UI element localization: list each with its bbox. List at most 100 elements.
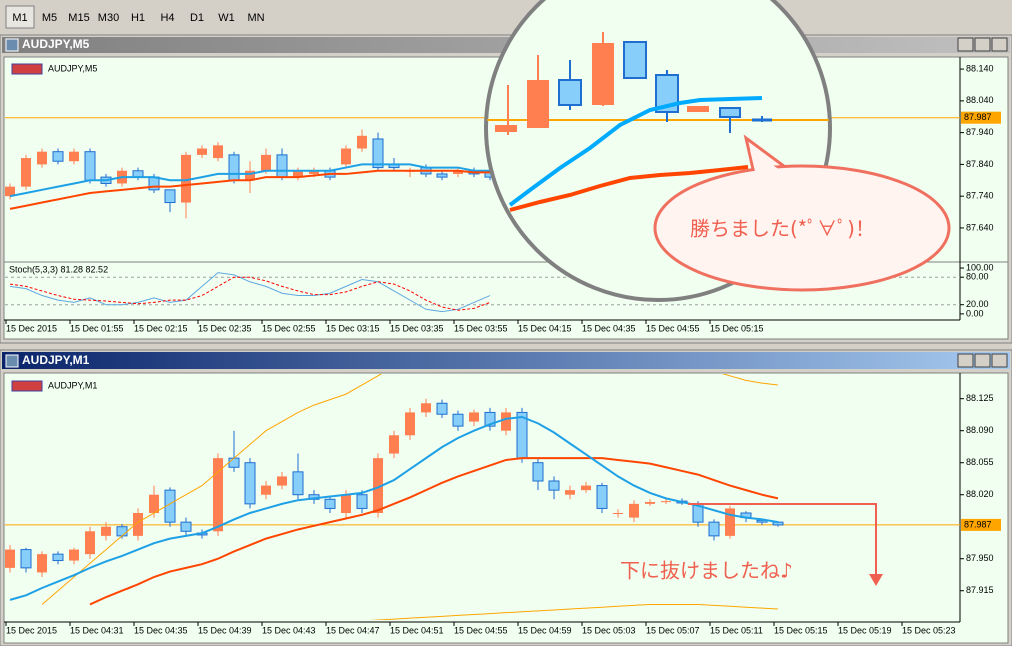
note-text: 下に抜けましたね♪	[620, 559, 793, 583]
timeframe-button[interactable]	[124, 6, 152, 28]
y-tick-label: 88.040	[966, 95, 994, 105]
candle-body	[261, 154, 271, 171]
x-tick-label: 15 Dec 02:15	[134, 323, 188, 333]
indicator-line	[9, 163, 490, 198]
timeframe-button[interactable]	[212, 6, 241, 28]
candle-body	[324, 498, 336, 509]
timeframe-button[interactable]	[153, 6, 182, 28]
candle-body	[356, 494, 368, 509]
x-tick-label: 15 Dec 05:23	[902, 625, 956, 635]
candle-body	[52, 151, 64, 162]
title-bar	[2, 352, 1010, 369]
candle-body	[645, 502, 655, 504]
window-title: AUDJPY,M5	[22, 37, 90, 51]
window-button[interactable]	[974, 37, 991, 52]
x-tick-label: 15 Dec 2015	[6, 625, 57, 635]
charts: 88.140 88.040 87.940 87.840 87.740 87.640 87.9…	[5, 63, 1001, 635]
x-tick-label: 15 Dec 04:59	[518, 625, 572, 635]
candle-body	[244, 462, 256, 505]
candle-body	[292, 471, 304, 496]
x-tick-label: 15 Dec 05:19	[838, 625, 892, 635]
timeframe-button[interactable]	[242, 6, 270, 28]
timeframe-label[interactable]: M1	[12, 12, 27, 24]
x-tick-label: 15 Dec 05:15	[710, 323, 764, 333]
candle-body	[21, 158, 31, 187]
timeframe-button[interactable]	[35, 6, 64, 28]
indicator-line	[89, 457, 779, 606]
candle-body	[389, 435, 399, 454]
y-tick-label: 87.915	[966, 585, 994, 595]
x-tick-label: 15 Dec 02:55	[262, 323, 316, 333]
x-tick-label: 15 Dec 03:55	[454, 323, 508, 333]
candle-body	[501, 412, 511, 431]
oscillator-line	[9, 272, 491, 313]
window-button[interactable]	[957, 353, 974, 368]
x-tick-label: 15 Dec 03:15	[326, 323, 380, 333]
candle-body	[436, 402, 448, 415]
timeframe-label[interactable]: M30	[98, 12, 119, 24]
y-tick-label: 87.840	[966, 159, 994, 169]
candle-body	[421, 403, 431, 413]
timeframe-label[interactable]: W1	[218, 12, 235, 24]
chart-label: AUDJPY,M5	[48, 63, 97, 73]
window-button[interactable]	[991, 353, 1008, 368]
candle-body	[37, 151, 47, 165]
timeframe-label[interactable]: MN	[247, 12, 264, 24]
candle-body	[373, 458, 383, 514]
x-tick-label: 15 Dec 05:11	[710, 625, 763, 635]
candle-body	[708, 521, 720, 537]
candle-body	[37, 554, 47, 573]
x-tick-label: 15 Dec 04:31	[70, 625, 124, 635]
candle-body	[69, 549, 79, 561]
timeframe-button[interactable]	[5, 5, 35, 29]
candle-body	[341, 148, 351, 165]
timeframe-label[interactable]: H4	[160, 12, 174, 24]
timeframe-label[interactable]: H1	[131, 12, 145, 24]
window-button[interactable]	[974, 353, 991, 368]
x-tick-label: 15 Dec 02:35	[198, 323, 252, 333]
candle-body	[164, 189, 176, 204]
window-button[interactable]	[991, 37, 1008, 52]
timeframe-label[interactable]: M15	[68, 12, 89, 24]
candle-body	[116, 526, 128, 537]
timeframe-bar: M1 M5 M15 M30 H1 H4 D1 W1 MN	[5, 5, 270, 29]
y-tick-label: 87.940	[966, 127, 994, 137]
indicator-line	[9, 415, 779, 601]
candle-body	[245, 170, 255, 181]
candle-body	[436, 173, 448, 178]
y-tick-label: 88.020	[966, 489, 994, 499]
candle-body	[629, 503, 639, 518]
indicator-line	[9, 169, 490, 210]
x-tick-label: 15 Dec 2015	[6, 323, 57, 333]
timeframe-label[interactable]: D1	[190, 12, 204, 24]
candle-body	[5, 549, 15, 568]
candle-body	[532, 462, 544, 482]
oscillator-line	[9, 276, 491, 311]
candle-body	[20, 549, 32, 569]
price-label-box	[961, 111, 1001, 124]
y-tick-label: 100.00	[966, 262, 994, 272]
x-tick-label: 15 Dec 04:55	[646, 323, 700, 333]
x-tick-label: 15 Dec 05:03	[582, 625, 636, 635]
window-button[interactable]	[957, 37, 974, 52]
candle-body	[276, 154, 288, 178]
timeframe-label[interactable]: M5	[42, 12, 57, 24]
candle-body	[149, 494, 159, 514]
chart-icon	[11, 63, 43, 75]
plot	[5, 374, 960, 620]
y-tick-label: 88.055	[966, 457, 994, 467]
app-icon	[5, 354, 19, 368]
candle-body	[261, 485, 271, 495]
candle-body	[277, 476, 287, 486]
timeframe-button[interactable]	[94, 6, 123, 28]
window-buttons	[5, 37, 1008, 392]
x-tick-label: 15 Dec 05:15	[774, 625, 828, 635]
timeframe-button[interactable]	[65, 6, 93, 28]
candle-body	[133, 513, 143, 536]
timeframe-button[interactable]	[183, 6, 211, 28]
plot	[5, 117, 960, 219]
candle-body	[372, 138, 384, 169]
app-icon	[5, 38, 19, 52]
indicator-line	[369, 603, 779, 620]
